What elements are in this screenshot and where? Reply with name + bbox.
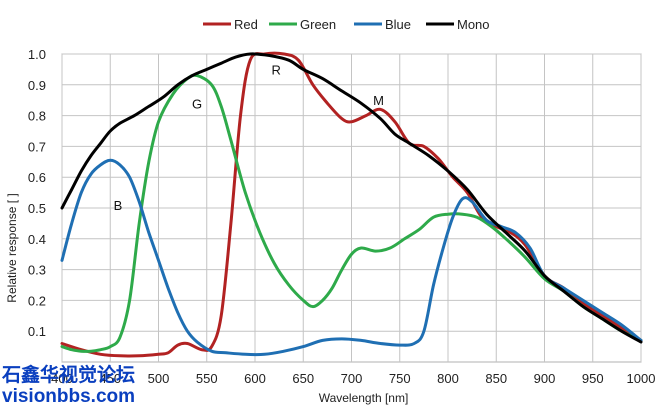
x-tick-label: 500 bbox=[148, 371, 170, 386]
y-tick-label: 0.1 bbox=[28, 324, 46, 339]
series-line-green bbox=[60, 73, 643, 353]
x-tick-label: 1000 bbox=[627, 371, 656, 386]
y-tick-label: 0.9 bbox=[28, 78, 46, 93]
legend-label-red: Red bbox=[234, 17, 258, 32]
x-tick-label: 550 bbox=[196, 371, 218, 386]
y-tick-label: 0.4 bbox=[28, 232, 46, 247]
y-tick-label: 0.7 bbox=[28, 139, 46, 154]
x-tick-label: 650 bbox=[292, 371, 314, 386]
x-tick-label: 800 bbox=[437, 371, 459, 386]
series-line-blue bbox=[60, 158, 643, 357]
curve-label-r: R bbox=[272, 62, 281, 77]
legend-label-green: Green bbox=[300, 17, 336, 32]
y-tick-label: 1.0 bbox=[28, 47, 46, 62]
curve-label-b: B bbox=[114, 198, 123, 213]
y-tick-label: 0.6 bbox=[28, 170, 46, 185]
watermark-chinese: 石鑫华视觉论坛 bbox=[2, 364, 136, 386]
curve-label-m: M bbox=[373, 93, 384, 108]
x-tick-label: 450 bbox=[99, 371, 121, 386]
y-tick-label: 0.2 bbox=[28, 293, 46, 308]
x-axis-label: Wavelength [nm] bbox=[319, 391, 409, 405]
x-tick-label: 850 bbox=[485, 371, 507, 386]
y-tick-label: 0.8 bbox=[28, 109, 46, 124]
x-tick-label: 950 bbox=[582, 371, 604, 386]
y-tick-label: 0.3 bbox=[28, 263, 46, 278]
legend-label-mono: Mono bbox=[457, 17, 490, 32]
watermark-url[interactable]: visionbbs.com bbox=[2, 386, 136, 407]
legend-label-blue: Blue bbox=[385, 17, 411, 32]
y-tick-label: 0.5 bbox=[28, 201, 46, 216]
y-axis-label: Relative response [ ] bbox=[5, 193, 19, 302]
x-tick-label: 700 bbox=[341, 371, 363, 386]
series-line-red bbox=[60, 51, 643, 358]
x-tick-label: 750 bbox=[389, 371, 411, 386]
curve-label-g: G bbox=[192, 96, 202, 111]
x-tick-label: 900 bbox=[534, 371, 556, 386]
series-line-mono bbox=[60, 52, 643, 344]
x-tick-label: 600 bbox=[244, 371, 266, 386]
x-tick-label: 400 bbox=[51, 371, 73, 386]
